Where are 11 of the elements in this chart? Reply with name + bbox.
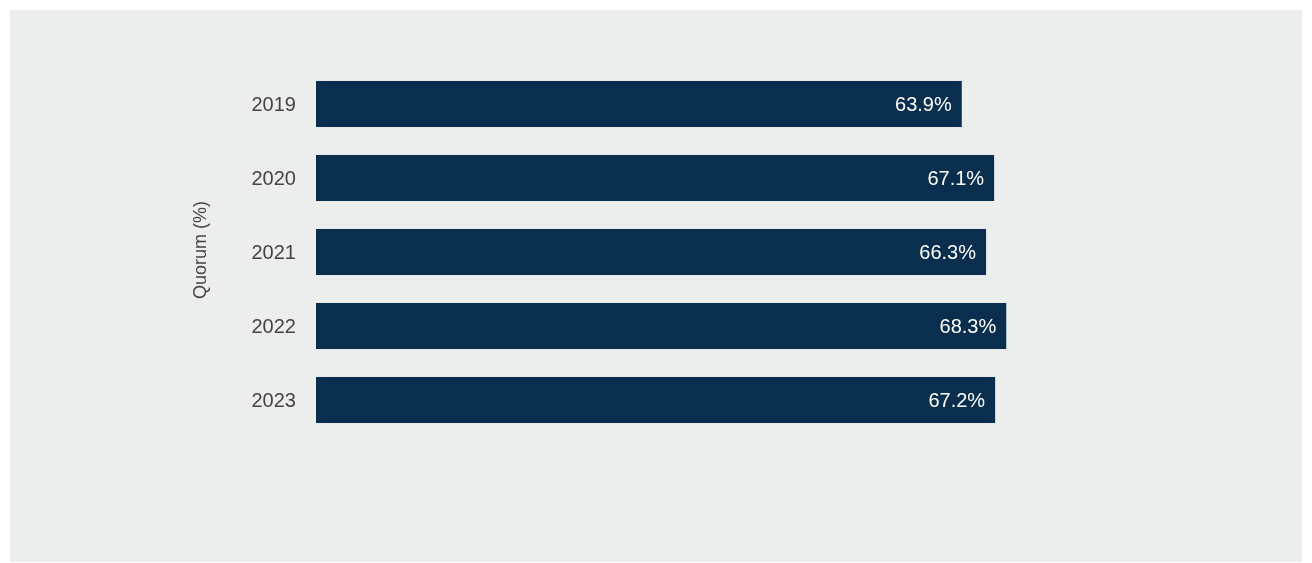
y-axis-title: Quorum (%)	[190, 200, 210, 300]
data-label: 67.1%	[927, 167, 985, 190]
y-tick-label: 2022	[251, 315, 296, 338]
y-tick-label: 2023	[251, 389, 296, 412]
y-tick-label: 2021	[251, 241, 296, 264]
data-label: 67.2%	[928, 389, 986, 412]
data-label: 68.3%	[939, 315, 997, 338]
data-label: 66.3%	[919, 241, 977, 264]
data-label: 63.9%	[895, 93, 952, 116]
y-tick-label: 2019	[251, 93, 296, 116]
y-tick-label: 2020	[251, 167, 296, 190]
